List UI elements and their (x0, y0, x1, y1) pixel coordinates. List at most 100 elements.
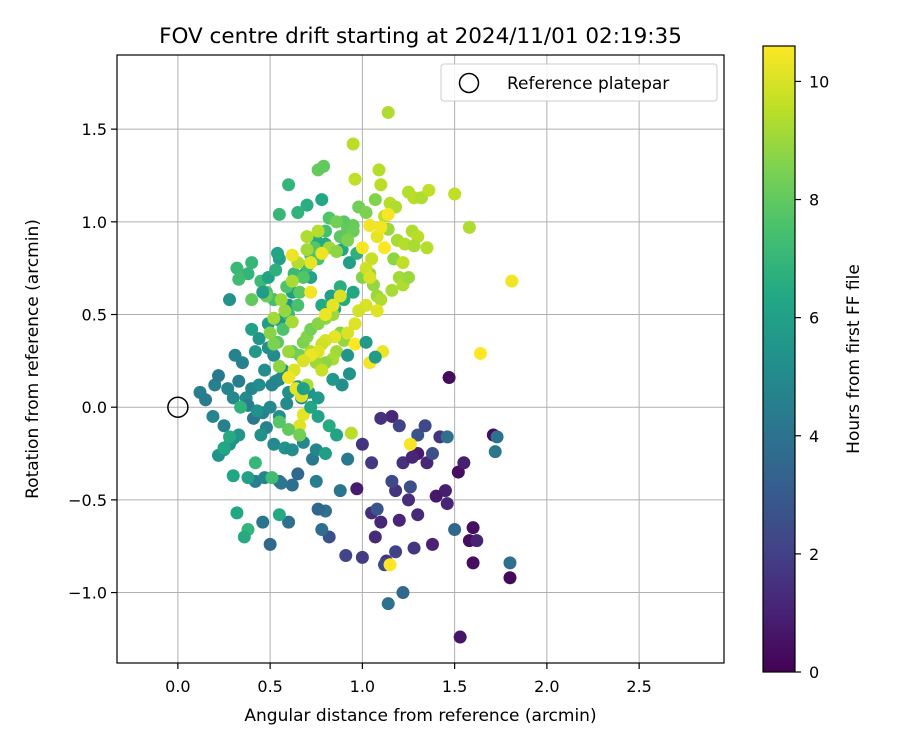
plot-frame (116, 54, 725, 664)
data-point (355, 241, 369, 255)
data-point (276, 322, 290, 336)
colorbar: 0 2 4 6 8 10 Hours from first FF file (762, 45, 864, 682)
data-point (420, 241, 434, 255)
data-point (248, 456, 262, 470)
data-point (378, 241, 392, 255)
data-point (272, 359, 286, 373)
colorbar-tick-label: 10 (809, 72, 829, 91)
data-point (363, 219, 377, 233)
y-axis-label: Rotation from reference (arcmin) (23, 219, 43, 499)
data-point (330, 215, 344, 229)
data-point (403, 437, 417, 451)
data-point (346, 285, 360, 299)
data-point (326, 298, 340, 312)
data-point (368, 530, 382, 544)
data-point (285, 274, 299, 288)
data-point (342, 256, 356, 270)
data-point (457, 456, 471, 470)
data-point (330, 244, 344, 258)
data-point (304, 256, 318, 270)
x-axis-label: Angular distance from reference (arcmin) (244, 706, 596, 726)
data-point (263, 400, 277, 414)
grid-lines (117, 55, 724, 663)
data-point (346, 137, 360, 151)
data-point (448, 523, 462, 537)
data-point (315, 523, 329, 537)
data-point (355, 550, 369, 564)
y-tick-label: −1.0 (68, 584, 107, 603)
data-point (245, 256, 259, 270)
data-point (330, 428, 344, 442)
x-axis-ticks: 0.0 0.5 1.0 1.5 2.0 2.5 (165, 663, 652, 696)
legend: Reference platepar (440, 63, 718, 102)
data-point (425, 447, 439, 461)
data-point (256, 515, 270, 529)
x-tick-label: 1.0 (350, 677, 375, 696)
colorbar-tick-label: 4 (809, 427, 819, 446)
data-point (304, 400, 318, 414)
y-axis-ticks: −1.0 −0.5 0.0 0.5 1.0 1.5 (68, 120, 117, 603)
data-point (488, 445, 502, 459)
data-point (263, 326, 277, 340)
data-point (425, 537, 439, 551)
data-point (258, 363, 272, 377)
reference-platepar-point (167, 396, 189, 418)
data-point (241, 471, 255, 485)
data-point (232, 374, 246, 388)
data-point (333, 484, 347, 498)
data-point (374, 220, 388, 234)
legend-box (440, 63, 718, 102)
data-point (226, 391, 240, 405)
data-point (383, 558, 397, 572)
data-point (228, 348, 242, 362)
data-point (293, 419, 307, 433)
x-tick-label: 2.5 (626, 677, 651, 696)
data-point (232, 272, 246, 286)
data-point (385, 474, 399, 488)
data-point (402, 493, 416, 507)
data-point (285, 478, 299, 492)
data-point (403, 480, 417, 494)
data-point (359, 335, 373, 349)
data-point (311, 391, 325, 405)
data-point (368, 193, 382, 207)
data-point (374, 515, 388, 529)
data-point (503, 571, 517, 585)
data-point (223, 293, 237, 307)
data-point (352, 304, 366, 318)
data-point (217, 419, 231, 433)
data-point (282, 178, 296, 192)
data-point (392, 513, 406, 527)
data-point (341, 233, 355, 247)
data-point (293, 285, 307, 299)
data-point (322, 419, 336, 433)
data-point (311, 409, 325, 423)
data-point (407, 541, 421, 555)
data-point (396, 256, 410, 270)
data-point (300, 198, 314, 212)
data-point (374, 293, 388, 307)
data-point (448, 187, 462, 201)
data-point (348, 337, 362, 351)
data-point (333, 289, 347, 303)
data-point (269, 263, 283, 277)
data-point (466, 556, 480, 570)
data-point (440, 430, 454, 444)
data-point (442, 371, 456, 385)
data-point (230, 506, 244, 520)
data-point (265, 471, 279, 485)
data-point (291, 298, 305, 312)
x-tick-label: 2.0 (534, 677, 559, 696)
data-point (271, 246, 285, 260)
data-point (315, 363, 329, 377)
data-point (315, 246, 329, 260)
data-point (285, 443, 299, 457)
data-point (304, 285, 318, 299)
data-point (374, 178, 388, 192)
data-point (470, 534, 484, 548)
data-point (296, 270, 310, 284)
data-point (311, 502, 325, 516)
data-point (368, 350, 382, 364)
x-tick-label: 0.0 (165, 677, 190, 696)
colorbar-tick-label: 6 (809, 309, 819, 328)
